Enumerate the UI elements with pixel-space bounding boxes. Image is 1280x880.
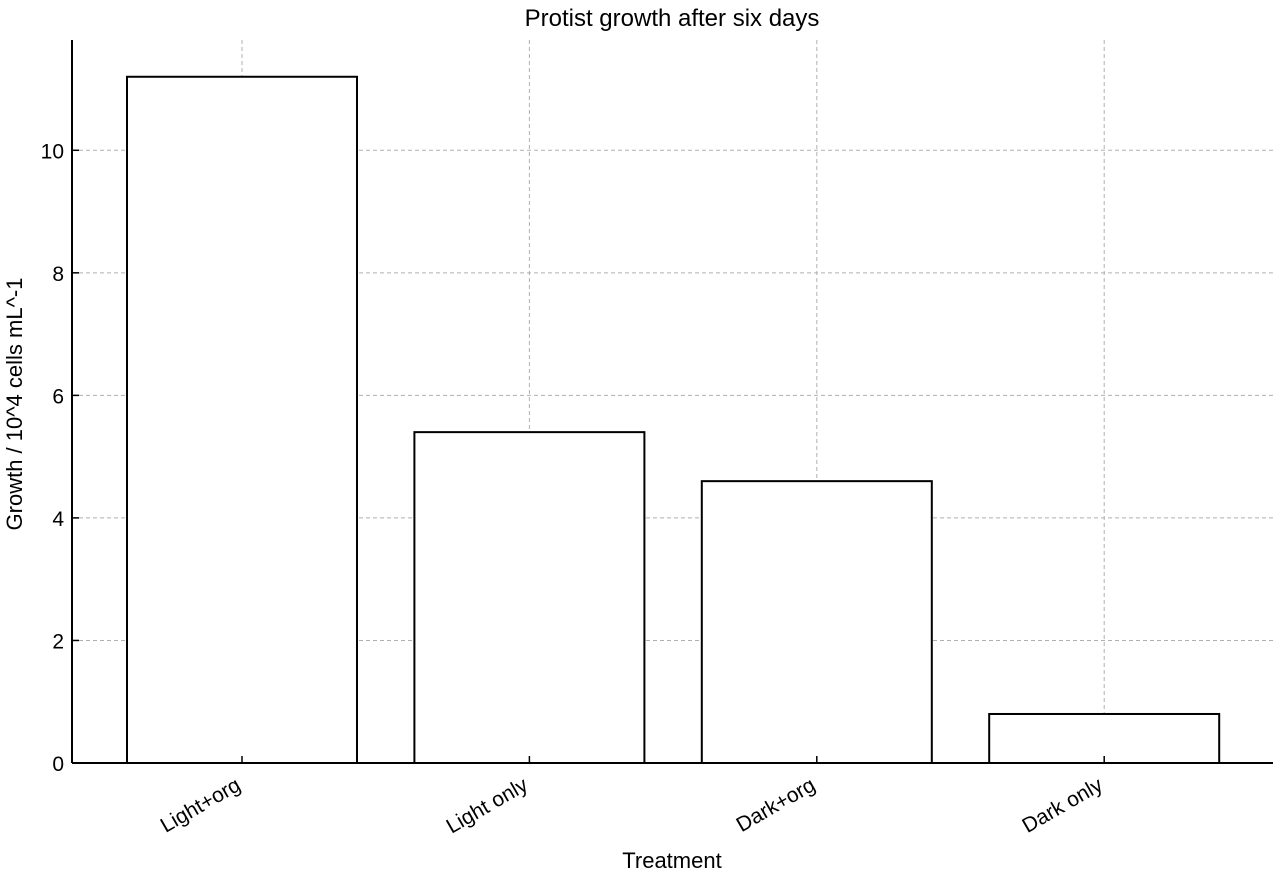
x-tick-label: Dark only [1018,773,1107,838]
y-tick-label: 6 [52,385,64,408]
y-tick-label: 2 [52,630,64,653]
bar [988,712,1221,764]
chart-title: Protist growth after six days [525,5,820,32]
x-tick-label: Light only [443,773,533,838]
y-tick-label: 8 [52,263,64,286]
y-tick-label: 4 [52,508,64,531]
x-tick-label: Dark+org [732,773,819,836]
bar [700,480,933,764]
bar [413,431,646,764]
bar [126,75,358,765]
bar-layer [126,75,1221,765]
y-axis-label: Growth / 10^4 cells mL^-1 [2,278,27,531]
y-tick-label: 10 [41,140,64,163]
x-tick-label: Light+org [157,773,245,837]
x-axis-label: Treatment [622,848,721,873]
y-tick-label: 0 [52,753,64,776]
